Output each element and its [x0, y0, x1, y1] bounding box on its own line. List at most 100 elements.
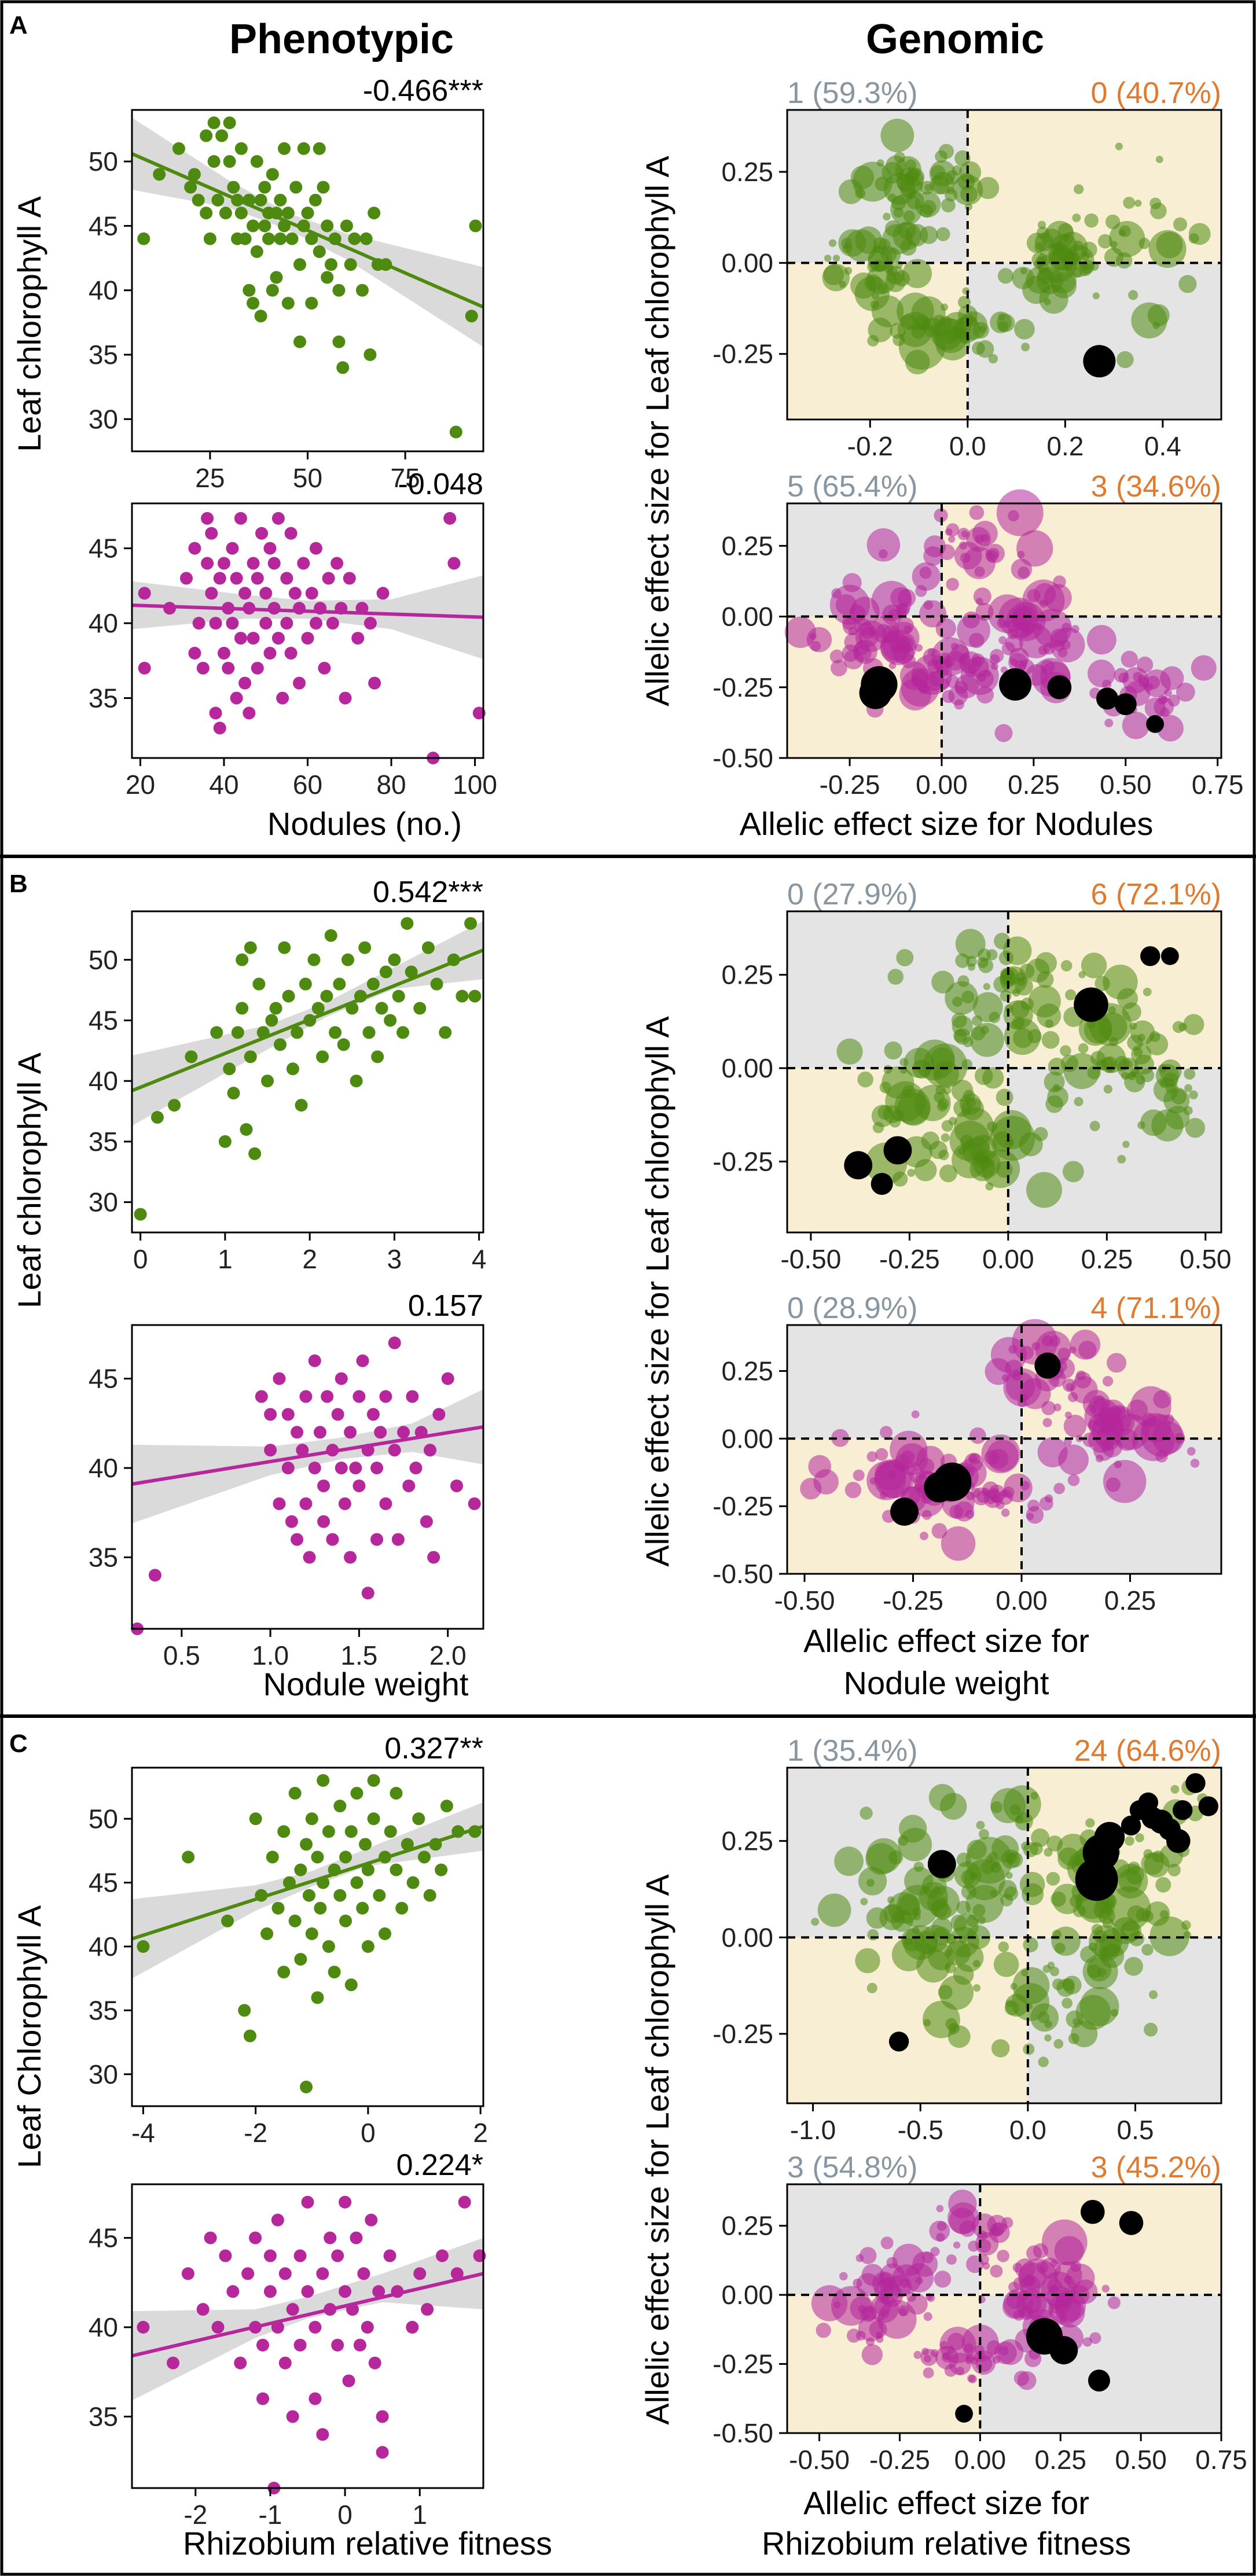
y-tick-label: 0.25	[721, 1356, 773, 1386]
allele-point	[1156, 715, 1184, 742]
allele-point	[1066, 1383, 1074, 1391]
allele-point	[905, 167, 925, 187]
allele-point	[1092, 292, 1100, 300]
allele-point	[1049, 1967, 1060, 1977]
data-point	[294, 1863, 307, 1876]
significant-allele-point	[999, 668, 1032, 701]
data-point	[350, 1787, 363, 1800]
allele-point	[946, 2254, 957, 2265]
y-tick-label: 35	[89, 340, 118, 370]
allele-point	[829, 649, 844, 664]
allele-point	[1041, 228, 1062, 249]
data-point	[264, 1408, 277, 1421]
allele-point	[902, 259, 932, 289]
allele-point	[932, 1927, 951, 1945]
data-point	[299, 977, 312, 991]
allele-point	[1041, 1031, 1060, 1049]
allele-point	[831, 1429, 849, 1447]
count-negative: 5 (65.4%)	[787, 470, 917, 503]
allele-point	[1183, 1014, 1204, 1035]
allele-point	[1063, 1438, 1072, 1447]
allele-point	[1063, 1053, 1100, 1090]
data-point	[213, 722, 226, 735]
data-point	[335, 1462, 348, 1475]
data-point	[367, 1774, 380, 1787]
data-point	[447, 557, 461, 570]
data-point	[384, 1014, 397, 1027]
data-point	[424, 1444, 437, 1457]
data-point	[308, 1462, 321, 1475]
allele-point	[866, 1982, 877, 1993]
allele-point	[1015, 1812, 1033, 1831]
allele-point	[1045, 1019, 1054, 1028]
confidence-band	[132, 1802, 483, 1979]
data-point	[263, 646, 277, 660]
allele-point	[887, 969, 904, 985]
data-point	[274, 232, 287, 245]
x-tick-label: 0.0	[1009, 2115, 1046, 2145]
data-point	[273, 1372, 286, 1385]
allele-point	[864, 274, 882, 292]
allele-point	[1046, 1835, 1063, 1852]
allele-point	[1184, 1068, 1196, 1080]
allele-point	[968, 2240, 979, 2252]
allele-point	[937, 2221, 947, 2231]
data-point	[137, 2321, 150, 2334]
y-tick-label: 30	[89, 2059, 118, 2089]
allele-point	[911, 324, 926, 339]
data-point	[320, 989, 333, 1003]
regression-line	[131, 1425, 484, 1486]
y-tick-label: 45	[89, 1364, 118, 1394]
data-point	[181, 2267, 194, 2280]
allele-point	[848, 627, 857, 635]
plot-frame	[786, 1767, 1222, 2104]
data-point	[413, 2267, 427, 2280]
allele-point	[1062, 1161, 1084, 1183]
data-point	[464, 917, 478, 930]
allele-point	[1031, 1828, 1050, 1848]
data-point	[335, 1372, 348, 1385]
significant-allele-point	[1080, 2199, 1105, 2224]
data-point	[368, 676, 381, 690]
data-point	[316, 2267, 329, 2280]
count-positive: 4 (71.1%)	[1091, 1291, 1221, 1325]
allele-point	[931, 1523, 947, 1539]
allele-point	[886, 2257, 898, 2269]
allele-point	[871, 292, 880, 300]
data-point	[256, 2338, 270, 2351]
allele-point	[1143, 988, 1152, 996]
allele-point	[1010, 1982, 1018, 1990]
data-point	[406, 1390, 419, 1403]
allele-point	[1067, 1474, 1080, 1486]
allele-point	[1189, 1090, 1198, 1100]
data-point	[331, 2338, 344, 2351]
data-point	[271, 631, 285, 645]
data-point	[430, 977, 443, 991]
allele-point	[952, 1142, 988, 1179]
allele-point	[1117, 351, 1134, 369]
chart-b2: 0.157 0.5 1.0 1.5 2.0 35 40 45	[89, 1289, 484, 1670]
allele-point	[939, 1793, 967, 1820]
data-point	[361, 1940, 374, 1953]
allele-point	[969, 505, 985, 520]
data-point	[271, 1901, 285, 1915]
allele-point	[1164, 689, 1172, 697]
chart-c1g: 1 (35.4%) 24 (64.6%) -1.0 -0.5 0.0 0.5 -0.25 0.…	[713, 1734, 1222, 2145]
data-point	[352, 1390, 366, 1403]
regression-line	[131, 152, 484, 309]
y-tick-label: 0.25	[721, 2211, 773, 2241]
count-negative: 0 (28.9%)	[787, 1291, 917, 1325]
data-point	[376, 587, 390, 600]
allele-point	[844, 1481, 862, 1499]
allele-point	[1050, 627, 1085, 663]
y-tick-label: 35	[89, 1542, 118, 1572]
allele-point	[904, 2263, 934, 2292]
data-point	[297, 142, 310, 155]
data-point	[138, 661, 151, 675]
data-point	[348, 232, 361, 245]
data-point	[317, 1515, 330, 1528]
data-point	[309, 542, 322, 555]
allele-point	[953, 2241, 961, 2249]
correlation-annotation: 0.542***	[373, 875, 483, 909]
data-point	[300, 2080, 313, 2093]
